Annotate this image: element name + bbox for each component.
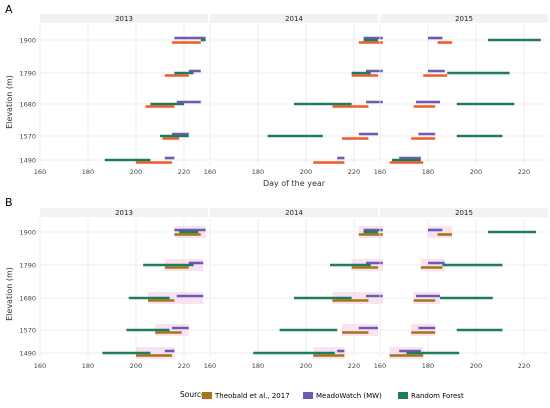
panel-b-2013-x-tick-label: 180 [82, 362, 94, 370]
panel-b-y-tick-label: 1570 [19, 327, 36, 335]
panel-b-2013-strip [40, 208, 208, 217]
panel-a-2015-strip [380, 14, 548, 23]
panel-a-2014-x-tick-label: 180 [252, 168, 264, 176]
panel-b-2014-x-tick-label: 160 [204, 362, 216, 370]
legend-swatch-random-forest [398, 392, 408, 399]
panel-a-2013-x-tick-label: 220 [178, 168, 190, 176]
panel-a-2015-x-tick-label: 160 [374, 168, 386, 176]
panel-a-y-tick-label: 1790 [19, 70, 36, 78]
panel-b-2015-strip-title: 2015 [455, 209, 473, 217]
legend-swatch-theobald [202, 392, 212, 399]
panel-b-2014-uncertainty-band [342, 324, 378, 336]
panel-a-2015-x-tick-label: 220 [518, 168, 530, 176]
legend-label-meadowatch: MeadoWatch (MW) [316, 392, 382, 400]
panel-b-y-tick-label: 1490 [19, 350, 36, 358]
panel-a-2013-x-tick-label: 200 [130, 168, 142, 176]
panel-b-y-tick-label: 1900 [19, 229, 36, 237]
panel-b-2015-uncertainty-band [413, 292, 440, 304]
panel-b-2013-x-tick-label: 220 [178, 362, 190, 370]
panel-b-2014-x-tick-label: 220 [348, 362, 360, 370]
panel-a-2013-strip-title: 2013 [115, 15, 133, 23]
panel-b-2014-strip-title: 2014 [285, 209, 303, 217]
panel-label-b: B [5, 196, 13, 209]
panel-b-2015-uncertainty-band [420, 259, 445, 271]
panel-b-2015-x-tick-label: 200 [470, 362, 482, 370]
y-axis-label-b: Elevation (m) [5, 267, 14, 321]
panel-b-2015-x-tick-label: 180 [422, 362, 434, 370]
panel-a-2015-x-tick-label: 200 [470, 168, 482, 176]
panel-a-y-tick-label: 1680 [19, 101, 36, 109]
panel-a-2014-x-tick-label: 220 [348, 168, 360, 176]
panel-b-2015-strip [380, 208, 548, 217]
panel-a-2014-strip-title: 2014 [285, 15, 303, 23]
panel-a-2015-x-tick-label: 180 [422, 168, 434, 176]
panel-a-y-tick-label: 1900 [19, 37, 36, 45]
x-axis-label-a: Day of the year [263, 179, 326, 188]
panel-b-2014-strip [210, 208, 378, 217]
panel-b-y-tick-label: 1790 [19, 262, 36, 270]
panel-a-2013-x-tick-label: 180 [82, 168, 94, 176]
panel-a-y-tick-label: 1490 [19, 157, 36, 165]
panel-a-2015-strip-title: 2015 [455, 15, 473, 23]
panel-b-2014-x-tick-label: 200 [300, 362, 312, 370]
plot-layer: 2013 160 180 200 220 2014 160 180 200 220 2015 160 1… [19, 14, 548, 370]
panel-b-2014-x-tick-label: 180 [252, 362, 264, 370]
legend-label-random-forest: Random Forest [411, 392, 464, 400]
panel-b-2013-x-tick-label: 160 [34, 362, 46, 370]
panel-b-2015-x-tick-label: 220 [518, 362, 530, 370]
panel-b-2013-x-tick-label: 200 [130, 362, 142, 370]
panel-a-2014-strip [210, 14, 378, 23]
legend-title: Source [180, 390, 206, 399]
panel-a-2014-x-tick-label: 200 [300, 168, 312, 176]
legend-swatch-meadowatch [303, 392, 313, 399]
panel-b-2015-uncertainty-band [428, 226, 452, 238]
panel-a-2013-strip [40, 14, 208, 23]
panel-b-2013-strip-title: 2013 [115, 209, 133, 217]
panel-b-2015-x-tick-label: 160 [374, 362, 386, 370]
panel-a-2013-x-tick-label: 160 [34, 168, 46, 176]
panel-a-y-tick-label: 1570 [19, 133, 36, 141]
panel-b-2015-uncertainty-band [411, 324, 436, 336]
legend: Source Theobald et al., 2017 MeadoWatch … [180, 390, 464, 400]
legend-label-theobald: Theobald et al., 2017 [214, 392, 290, 400]
panel-label-a: A [5, 3, 13, 16]
panel-b-y-tick-label: 1680 [19, 295, 36, 303]
y-axis-label-a: Elevation (m) [5, 75, 14, 129]
panel-a-2014-x-tick-label: 160 [204, 168, 216, 176]
